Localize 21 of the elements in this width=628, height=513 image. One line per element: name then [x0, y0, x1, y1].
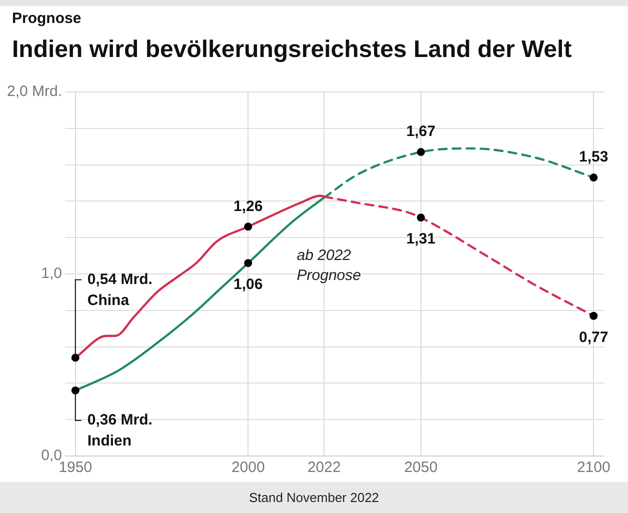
data-label: 1,26 — [234, 198, 263, 215]
x-tick-label: 1950 — [58, 459, 92, 476]
x-tick-label: 2000 — [231, 459, 265, 476]
text: Indien — [87, 432, 132, 450]
data-label: 1,06 — [234, 276, 263, 294]
data-label: 1,67 — [406, 123, 436, 140]
data-label: 1,31 — [406, 230, 436, 248]
y-tick-label: 2,0 Mrd. — [6, 83, 62, 100]
data-label: 1,53 — [579, 148, 608, 166]
x-tick-label: 2100 — [576, 459, 610, 476]
annotation: ab 2022 Prognose — [296, 246, 361, 284]
x-tick-label: 2050 — [404, 459, 438, 476]
x-tick-label: 2022 — [307, 459, 341, 476]
data-label: 0,36 Mrd. — [87, 412, 152, 429]
series-label: China — [87, 292, 130, 309]
data-label: 0,77 — [579, 329, 608, 346]
chart-subtitle: Prognose — [12, 10, 82, 27]
text: Stand November 2022 — [248, 490, 380, 505]
chart-title: Indien wird bevölkerungsreichstes Land der Welt — [12, 36, 572, 64]
y-tick-label: 1,0 — [41, 265, 62, 282]
data-label: 0,54 Mrd. — [87, 270, 152, 288]
